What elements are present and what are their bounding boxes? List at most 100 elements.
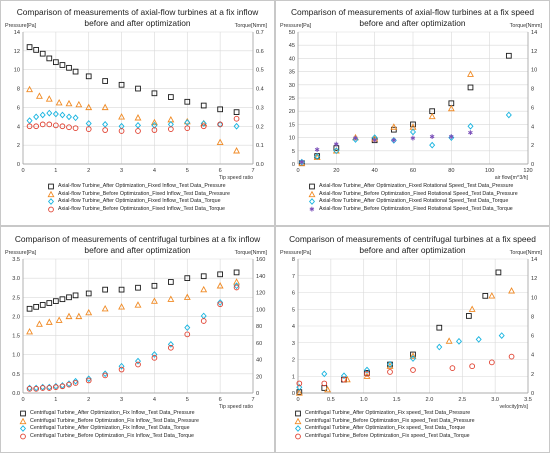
y-tick-label: 7 <box>292 274 295 280</box>
legend-item: Centrifugal Turbine_Before Optimization_… <box>294 418 475 426</box>
data-point <box>135 284 141 291</box>
data-point <box>151 282 158 289</box>
y2-tick-label: 0 <box>256 391 259 397</box>
y-axis-label: Pressure[Pa] <box>5 23 37 29</box>
data-point <box>200 285 208 293</box>
data-point: ✱ <box>429 133 434 141</box>
y2-tick-label: 0.7 <box>256 30 264 36</box>
data-point <box>85 126 92 132</box>
data-point <box>333 145 340 152</box>
y2-tick-label: 100 <box>256 307 265 313</box>
legend-label: Centrifugal Turbine_Before Optimization_… <box>30 417 199 424</box>
data-point <box>26 123 33 130</box>
legend-marker <box>294 425 302 433</box>
x-tick-label: 3.0 <box>491 397 499 403</box>
legend-label: Axial-flow Turbine_After Optimization_Fi… <box>58 183 226 189</box>
data-point <box>45 318 53 325</box>
data-point <box>55 98 63 106</box>
data-point <box>296 383 303 391</box>
y-tick-label: 45 <box>289 43 295 49</box>
legend-marker <box>19 425 27 433</box>
data-point <box>168 126 174 132</box>
data-point <box>429 141 436 149</box>
x-tick-label: 20 <box>333 168 339 174</box>
data-point <box>151 90 158 97</box>
y2-axis-label: Torque[Nmm] <box>510 250 543 256</box>
data-point <box>26 85 34 93</box>
data-point <box>216 138 224 145</box>
data-point <box>200 102 207 109</box>
chart-panel-4: Comparison of measurements of centrifuga… <box>275 226 550 453</box>
data-point <box>52 110 59 118</box>
series-3 <box>298 111 512 166</box>
data-point <box>436 343 443 351</box>
legend-marker-shape <box>19 417 27 425</box>
data-point <box>59 383 66 390</box>
data-point <box>134 121 142 129</box>
y-axis-label: Pressure[Pa] <box>280 250 312 256</box>
data-point <box>184 125 191 132</box>
y-tick-label: 1.0 <box>12 353 20 359</box>
data-point <box>167 295 175 302</box>
data-point <box>363 366 371 374</box>
legend-marker <box>19 417 27 425</box>
legend-item: Centrifugal Turbine_After Optimization_F… <box>19 410 199 418</box>
data-point <box>66 381 72 388</box>
y2-tick-label: 0.5 <box>256 68 264 74</box>
data-point <box>200 318 207 324</box>
y2-tick-label: 4 <box>531 124 534 130</box>
x-tick-label: 0 <box>296 168 299 174</box>
data-point <box>469 363 475 370</box>
data-point <box>102 121 109 128</box>
y-tick-label: 2 <box>17 143 20 149</box>
legend-item: Axial-flow Turbine_Before Optimization_F… <box>47 191 230 199</box>
data-point <box>59 296 66 303</box>
data-point <box>184 275 191 281</box>
data-point <box>233 282 240 290</box>
chart-plot: 0 5 10 15 20 25 30 35 40 45 50 0 2 4 6 8 10 12 14 0 20 40 60 80… <box>280 23 542 181</box>
data-point <box>340 372 348 380</box>
data-point <box>45 95 53 102</box>
y-tick-label: 5 <box>292 307 295 313</box>
legend-marker <box>20 433 26 440</box>
data-point <box>352 133 359 141</box>
chart-panel-2: Comparison of measurements of axial-flow… <box>275 0 550 226</box>
data-point <box>53 298 59 304</box>
data-point <box>467 70 474 77</box>
y2-tick-label: 0.0 <box>256 162 264 168</box>
x-tick-label: 1 <box>54 168 57 174</box>
data-point: ✱ <box>372 137 377 145</box>
data-point <box>39 302 46 308</box>
data-point <box>46 385 53 391</box>
data-point <box>151 354 158 361</box>
series-1 <box>298 52 512 167</box>
series-4 <box>26 284 240 392</box>
data-point <box>75 100 83 108</box>
data-point <box>505 111 512 119</box>
data-point <box>35 320 43 327</box>
x-tick-label: 80 <box>448 168 454 174</box>
y-tick-label: 2 <box>292 358 295 364</box>
data-point <box>321 370 328 378</box>
y2-tick-label: 160 <box>256 257 265 263</box>
data-point <box>85 290 92 297</box>
legend-marker-shape <box>295 433 301 440</box>
legend-marker: ✱ <box>309 206 314 213</box>
y2-tick-label: 10 <box>531 295 537 301</box>
data-point <box>85 377 92 384</box>
data-point <box>321 380 328 387</box>
data-point <box>390 123 398 130</box>
data-point <box>33 123 39 130</box>
data-point <box>39 121 46 128</box>
y2-axis-label: Torque[Nmm] <box>235 23 268 29</box>
x-tick-label: 1.0 <box>360 397 368 403</box>
y-tick-label: 20 <box>289 109 295 115</box>
legend-marker-shape <box>47 190 55 198</box>
data-point <box>55 316 63 323</box>
data-point <box>39 111 46 119</box>
data-point <box>66 294 72 301</box>
x-tick-label: 60 <box>410 168 416 174</box>
data-point <box>72 377 79 385</box>
data-point <box>200 120 207 127</box>
